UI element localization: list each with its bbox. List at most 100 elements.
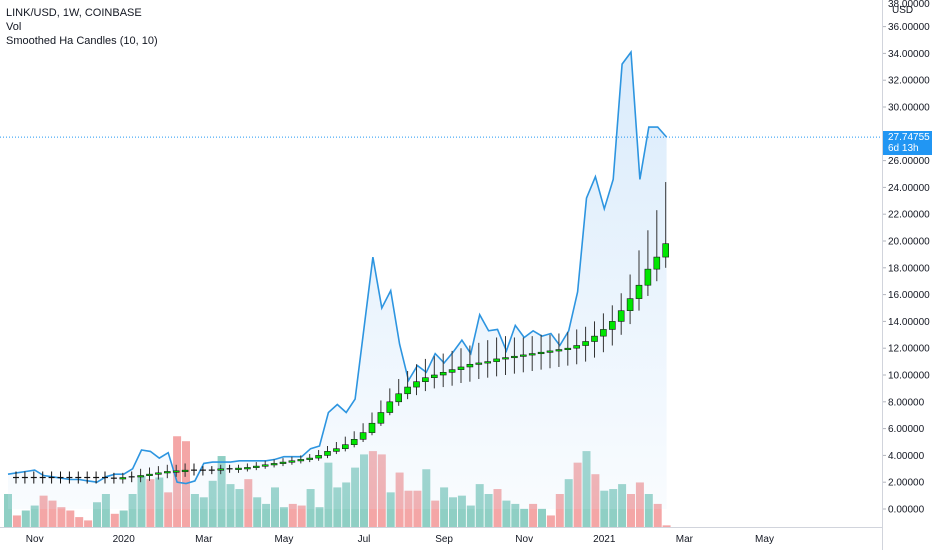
ha-candle-body xyxy=(119,477,127,480)
symbol-title[interactable]: LINK/USD, 1W, COINBASE xyxy=(6,7,142,19)
volume-bar xyxy=(662,525,671,527)
price-axis-label: 26.00000 xyxy=(888,156,930,167)
time-axis-label: 2020 xyxy=(113,534,136,545)
time-axis-label: Sep xyxy=(435,534,453,545)
ha-candle-body xyxy=(146,473,153,476)
ha-candle-body xyxy=(217,468,224,471)
chart-legend: LINK/USD, 1W, COINBASE Vol Smoothed Ha C… xyxy=(6,6,158,48)
volume-bar xyxy=(520,508,529,527)
volume-bar xyxy=(502,500,511,527)
time-axis-label: Mar xyxy=(195,534,213,545)
volume-bar xyxy=(30,505,39,527)
time-axis-separator xyxy=(0,527,882,528)
ha-candle-body xyxy=(528,353,536,356)
volume-bar xyxy=(484,494,493,527)
volume-bar xyxy=(538,508,546,527)
price-axis-label-top: 38.00000 xyxy=(888,0,930,10)
ha-candle-body xyxy=(377,412,385,424)
ha-candle-body xyxy=(662,243,670,258)
volume-bar xyxy=(262,503,271,527)
currency-label[interactable]: USD xyxy=(892,5,914,16)
ha-candle-body xyxy=(475,362,483,365)
ha-candle-body xyxy=(439,372,447,376)
volume-bar xyxy=(431,500,440,527)
volume-bar xyxy=(386,492,395,527)
ha-candle-body xyxy=(502,357,509,360)
volume-bar xyxy=(288,503,297,527)
volume-bar xyxy=(466,505,475,527)
volume-bar xyxy=(48,500,57,527)
ha-candle-body xyxy=(413,381,420,388)
volume-bar xyxy=(110,513,119,527)
ha-candle-body xyxy=(261,464,269,467)
time-axis-label: May xyxy=(274,534,293,545)
price-axis-label: 24.00000 xyxy=(888,183,930,194)
volume-bar xyxy=(511,503,520,527)
time-axis-label: May xyxy=(755,534,774,545)
ha-candle-body xyxy=(644,268,652,286)
volume-bar xyxy=(190,494,199,527)
volume-bar xyxy=(627,494,635,527)
volume-bar xyxy=(555,494,564,527)
ha-candle-body xyxy=(617,310,625,322)
ha-candle-body xyxy=(626,298,634,311)
ha-candle-body xyxy=(315,455,322,459)
ha-candle-body xyxy=(350,439,358,445)
ha-candle-body xyxy=(430,374,438,378)
price-axis-separator xyxy=(882,0,883,550)
volume-bar xyxy=(297,505,306,527)
ha-candle-body xyxy=(324,451,331,456)
ha-candle-body xyxy=(155,472,162,475)
bar-countdown: 6d 13h xyxy=(888,143,919,154)
ha-candle-body xyxy=(519,354,527,357)
ha-candle-body xyxy=(591,335,598,342)
price-axis-label: 20.00000 xyxy=(888,237,930,248)
volume-bar xyxy=(449,497,457,527)
price-axis-label: 0.00000 xyxy=(888,505,925,516)
last-price-tag: 27.74755 6d 13h xyxy=(883,131,932,155)
price-line xyxy=(7,49,668,485)
volume-bar xyxy=(644,494,653,527)
volume-indicator-label[interactable]: Vol xyxy=(6,21,22,33)
time-axis-label: Mar xyxy=(676,534,694,545)
ha-candle-body xyxy=(137,475,144,478)
ha-candle-body xyxy=(457,366,465,370)
ha-candle-body xyxy=(493,358,500,362)
ha-candle-body xyxy=(395,393,403,403)
volume-bar xyxy=(57,507,66,527)
volume-bar xyxy=(21,510,30,527)
ha-candle-body xyxy=(172,470,180,473)
last-price-value: 27.74755 xyxy=(888,132,930,143)
price-area-fill xyxy=(8,52,667,509)
volume-bar xyxy=(457,495,466,527)
ha-candle-body xyxy=(422,377,429,382)
time-axis-label: 2021 xyxy=(593,534,616,545)
price-axis-label: 18.00000 xyxy=(888,263,930,274)
ha-candle-body xyxy=(653,256,661,270)
ha-candle-body xyxy=(484,361,492,364)
ha-candle-body xyxy=(564,347,572,351)
ha-candle-body xyxy=(537,351,545,355)
volume-bar xyxy=(101,494,110,527)
price-axis-label: 2.00000 xyxy=(888,478,925,489)
volume-bar xyxy=(164,492,173,527)
ha-candle-body xyxy=(573,345,581,349)
volume-bar xyxy=(128,494,137,527)
time-axis-label: Nov xyxy=(26,534,44,545)
ha-candle-body xyxy=(359,432,367,440)
price-axis-label: 32.00000 xyxy=(888,76,930,87)
ha-candle-body xyxy=(279,461,287,464)
ha-candle-body xyxy=(555,349,563,352)
ha-candle-body xyxy=(635,284,643,299)
ha-candle-body xyxy=(600,329,607,337)
volume-bar xyxy=(529,503,538,527)
ha-candle-body xyxy=(288,460,296,463)
volume-bar xyxy=(546,515,555,527)
volume-bar xyxy=(66,510,75,527)
price-axis-label: 14.00000 xyxy=(888,317,930,328)
volume-bar xyxy=(315,507,324,527)
price-axis-label: 34.00000 xyxy=(888,49,930,60)
ha-candle-body xyxy=(466,363,474,368)
smoothed-ha-indicator-label[interactable]: Smoothed Ha Candles (10, 10) xyxy=(6,35,158,47)
